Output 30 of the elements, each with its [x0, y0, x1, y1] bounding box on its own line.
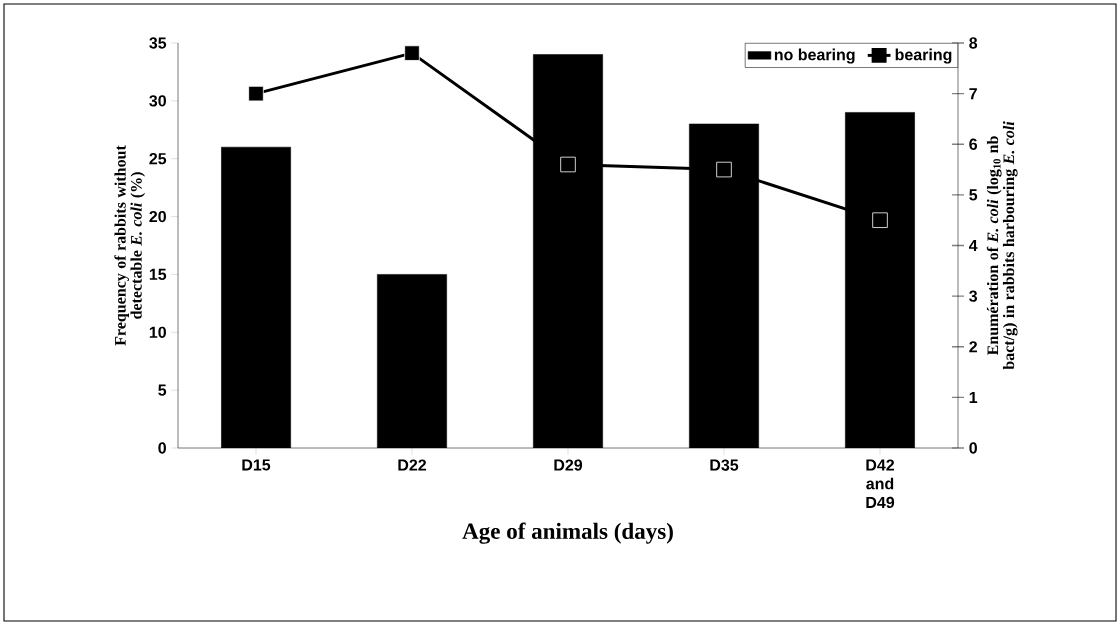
y2-tick-label: 5 — [969, 189, 978, 201]
x-axis-title: Age of animals (days) — [462, 522, 673, 544]
y2-tick-label: 0 — [969, 442, 977, 454]
x-tick-label: D15 — [242, 459, 271, 471]
y-tick-label: 0 — [158, 442, 166, 454]
y2-tick-label: 2 — [969, 341, 977, 353]
point — [404, 45, 420, 61]
y-tick-label: 5 — [158, 384, 167, 396]
point — [872, 212, 888, 228]
y2-tick-label: 4 — [968, 240, 978, 251]
point — [248, 85, 264, 102]
legend-label: bearing — [895, 48, 952, 64]
y-tick-label: 25 — [149, 153, 167, 165]
y2-tick-label: 3 — [969, 290, 978, 302]
point — [716, 161, 732, 178]
x-tick-label: D35 — [710, 459, 739, 471]
x-tick-label: D22 — [398, 459, 427, 471]
y-tick-label: 10 — [149, 326, 166, 338]
x-tick-label: D42 and D49 — [866, 459, 895, 509]
y-tick-label: 30 — [149, 95, 166, 107]
y2-tick-label: 7 — [969, 88, 977, 100]
y2-tick-label: 8 — [969, 37, 978, 49]
point — [560, 156, 576, 173]
x-tick-label: D29 — [554, 459, 583, 471]
y-tick-label: 35 — [149, 37, 167, 49]
legend-label: no bearing — [774, 48, 855, 64]
y-tick-label: 15 — [149, 268, 167, 280]
y2-tick-label: 1 — [969, 391, 978, 403]
y2-tick-label: 6 — [969, 138, 978, 150]
y-tick-label: 20 — [149, 210, 166, 223]
